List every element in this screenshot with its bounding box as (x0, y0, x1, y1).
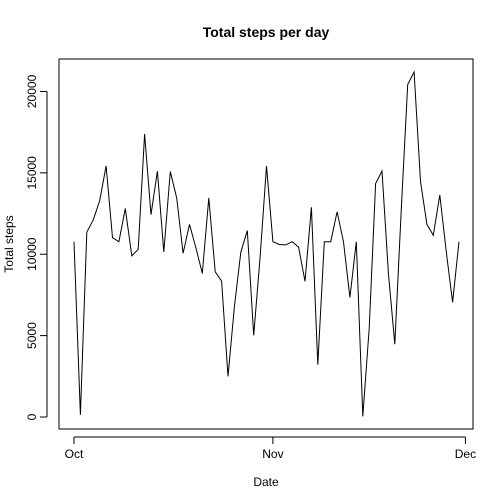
y-tick-label: 20000 (25, 74, 39, 108)
x-axis: Oct Nov Dec (65, 436, 476, 461)
x-tick-label: Nov (262, 447, 283, 461)
plot-area-frame (58, 58, 474, 430)
x-axis-label: Date (253, 475, 279, 489)
y-tick-label: 0 (25, 413, 39, 420)
y-axis: 0 5000 10000 15000 20000 (25, 74, 48, 420)
x-tick-label: Dec (455, 447, 476, 461)
series-layer (73, 70, 460, 417)
y-tick-label: 5000 (25, 322, 39, 349)
series-line-0 (73, 70, 460, 417)
chart-title: Total steps per day (203, 24, 330, 40)
x-tick-label: Oct (65, 447, 84, 461)
y-tick-label: 15000 (25, 156, 39, 190)
y-axis-label: Total steps (2, 215, 16, 272)
y-tick-label: 10000 (25, 237, 39, 271)
